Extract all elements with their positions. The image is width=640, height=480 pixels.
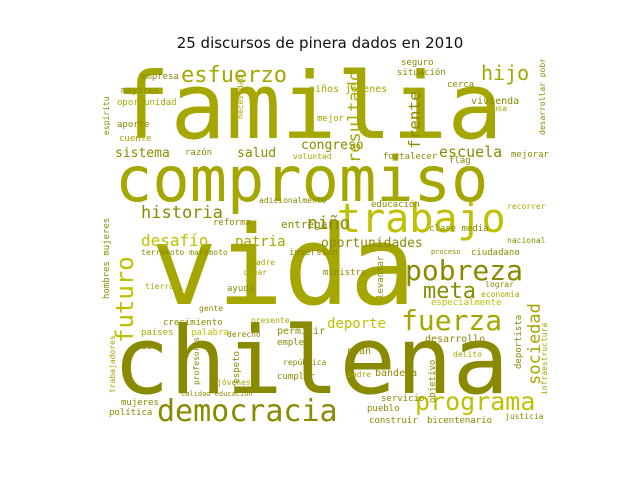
word-proceso: proceso: [431, 248, 461, 256]
word-delito: delito: [453, 350, 482, 359]
word-mayores: mayores: [121, 86, 159, 96]
word-clase-media: clase media: [429, 224, 489, 234]
word-escuela: escuela: [439, 143, 503, 161]
word-recorrer: recorrer: [507, 202, 546, 211]
word-causa: causa: [483, 104, 508, 113]
word-espiritu: espíritu: [102, 96, 111, 135]
word-desarrollo: desarrollo: [425, 334, 486, 345]
word-mejor: mejor: [317, 114, 345, 124]
word-lograr: lograr: [485, 280, 514, 289]
word-sistema: sistema: [115, 146, 170, 161]
word-crear: crear: [243, 268, 268, 277]
word-levantar: levantar: [376, 255, 386, 299]
word-empleo: empleo: [277, 338, 310, 348]
word-ninos-jovenes: niños jóvenes: [309, 84, 388, 95]
word-vivienda: vivienda: [471, 96, 520, 107]
word-reforma: reforma: [213, 218, 251, 228]
word-respeto: respeto: [232, 351, 242, 389]
word-economia: economía: [481, 290, 520, 299]
word-calidad-educacion: calidad educación: [181, 390, 253, 398]
word-duda: duda: [141, 342, 163, 352]
word-chilena: chilena: [113, 307, 510, 416]
word-meta: meta: [423, 279, 476, 304]
word-entregar: entregar: [281, 218, 334, 231]
word-objetivo: objetivo: [428, 359, 438, 403]
word-oportunidad: oportunidad: [117, 98, 177, 108]
word-cuente: cuente: [119, 134, 152, 144]
word-gente: gente: [199, 304, 224, 313]
word-madre: madre: [251, 258, 276, 267]
word-patria: patria: [235, 234, 286, 250]
word-aporte: aporte: [117, 120, 150, 130]
word-padre: padre: [347, 370, 372, 379]
word-mujeres: mujeres: [121, 398, 159, 408]
word-necesidad: necesidad: [236, 75, 245, 119]
word-empresa: empresa: [141, 72, 179, 82]
word-profesores: profesores: [192, 336, 201, 385]
word-tierra: tierra: [145, 282, 174, 291]
word-ayuda: ayuda: [227, 284, 255, 294]
word-nino: niño: [307, 213, 351, 234]
word-politica: política: [109, 408, 153, 418]
word-adicionalmente: adicionalmente: [259, 196, 327, 205]
word-familia: familia: [115, 58, 503, 160]
word-seguro: seguro: [401, 58, 434, 68]
word-crecimiento: crecimiento: [163, 318, 223, 328]
word-vida: vida: [151, 202, 416, 330]
word-cloud: familia compromiso vida chilena trabajo …: [100, 58, 554, 436]
word-desafio: desafío: [141, 231, 209, 250]
word-terremoto: terremoto maremoto: [141, 248, 228, 257]
word-congreso: congreso: [301, 138, 364, 153]
word-democracia: democracia: [157, 394, 338, 429]
word-frente: frente: [405, 91, 424, 149]
word-oportunidades: oportunidades: [321, 236, 423, 251]
word-republica: república: [283, 358, 327, 367]
word-cumplir: cumplir: [277, 372, 315, 382]
word-nacional: nacional: [507, 236, 546, 245]
word-situacion: situación: [397, 68, 446, 78]
word-derecho: derecho: [227, 330, 261, 339]
word-fuerza: fuerza: [401, 304, 503, 337]
word-trabajo: trabajo: [337, 196, 506, 242]
word-fortalecer: fortalecer: [383, 152, 438, 162]
word-programa: programa: [415, 387, 536, 416]
word-esfuerzo: esfuerzo: [181, 63, 287, 88]
word-deporte: deporte: [327, 316, 387, 332]
word-presente: presente: [251, 316, 290, 325]
word-servicio: servicio: [381, 394, 425, 404]
word-especialmente: especialmente: [431, 298, 502, 308]
word-pobreza: pobreza: [405, 254, 524, 287]
word-trabajadores: trabajadores: [108, 335, 117, 393]
word-permitir: permitir: [277, 326, 326, 337]
word-futuro: futuro: [111, 256, 139, 343]
word-pueblo: pueblo: [367, 404, 400, 414]
word-bandera: bandera: [375, 368, 418, 379]
word-educacion: educación: [371, 200, 420, 210]
word-jovenes: jóvenes: [217, 378, 251, 387]
word-voluntad: voluntad: [293, 152, 332, 161]
word-deportista: deportista: [514, 314, 524, 369]
word-hijo: hijo: [481, 61, 530, 85]
word-paises: países: [141, 328, 174, 338]
word-razon: razón: [185, 148, 213, 158]
word-justicia: justicia: [505, 412, 544, 421]
word-bicentenario: bicentenario: [427, 416, 493, 426]
word-ciudadano: ciudadano: [471, 248, 520, 258]
word-construir: construir: [369, 416, 418, 426]
word-hombres-mujeres: hombres mujeres: [102, 217, 112, 299]
word-infraestructura: infraestructura: [540, 322, 549, 395]
word-salud: salud: [237, 146, 277, 161]
word-ministro: ministro: [323, 268, 367, 278]
word-inversion: inversión: [289, 248, 338, 258]
word-mejorar: mejorar: [511, 150, 549, 160]
word-cerca: cerca: [447, 80, 475, 90]
word-palabra: palabra: [191, 328, 229, 338]
word-plan: plan: [347, 346, 372, 357]
word-compromiso: compromiso: [115, 143, 489, 216]
word-flag: flag: [449, 156, 471, 166]
chart-title: 25 discursos de pinera dados en 2010: [176, 34, 464, 52]
word-desarrollar-pobreza: desarrollar pobreza: [538, 58, 547, 135]
word-historia: historia: [141, 203, 223, 223]
